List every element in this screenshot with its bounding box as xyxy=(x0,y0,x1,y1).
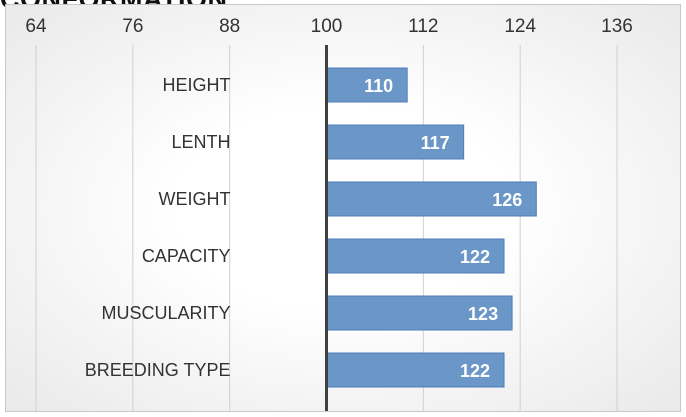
data-label: 122 xyxy=(460,361,490,381)
bar xyxy=(326,352,505,388)
x-tick-label: 64 xyxy=(25,16,47,37)
category-label: WEIGHT xyxy=(159,189,231,209)
bar xyxy=(326,67,408,103)
data-label: 126 xyxy=(492,190,522,210)
bar xyxy=(326,238,505,274)
x-tick-label: 136 xyxy=(601,16,633,37)
category-label: LENTH xyxy=(171,132,230,152)
category-label: BREEDING TYPE xyxy=(85,360,231,380)
bar xyxy=(326,124,465,160)
data-label: 110 xyxy=(364,76,393,96)
bar-chart: 64 76 88 100 112 124 136 HEIGHT 110 LENTH 117 WEIGH… xyxy=(25,16,633,411)
x-tick-label: 112 xyxy=(408,16,438,37)
x-tick-label: 88 xyxy=(219,16,240,37)
bar xyxy=(326,181,537,217)
chart-area: 64 76 88 100 112 124 136 HEIGHT 110 LENTH 117 WEIGH… xyxy=(5,4,681,412)
x-tick-label: 76 xyxy=(122,16,143,37)
data-label: 122 xyxy=(460,247,490,267)
bar xyxy=(326,295,513,331)
category-label: MUSCULARITY xyxy=(101,303,230,323)
data-label: 117 xyxy=(421,133,450,153)
category-label: CAPACITY xyxy=(142,246,231,266)
x-tick-label: 124 xyxy=(504,16,536,37)
data-label: 123 xyxy=(468,304,498,324)
category-label: HEIGHT xyxy=(162,75,230,95)
x-tick-label: 100 xyxy=(311,16,343,37)
